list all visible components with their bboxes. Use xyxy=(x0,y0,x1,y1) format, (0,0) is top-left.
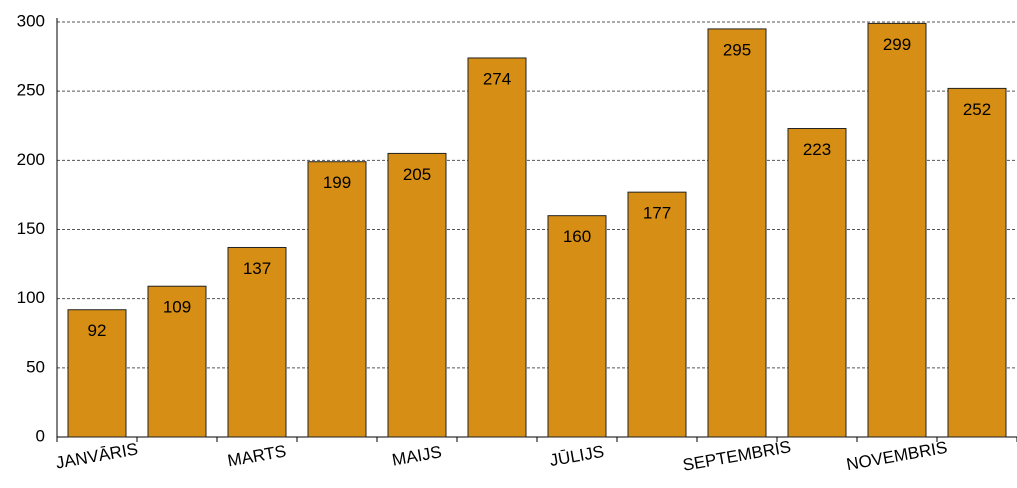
value-label: 92 xyxy=(88,321,107,340)
x-tick-label: SEPTEMBRIS xyxy=(681,437,792,475)
x-tick-label: JANVĀRIS xyxy=(54,439,139,472)
value-label: 295 xyxy=(723,40,751,59)
bar xyxy=(787,128,847,438)
bar xyxy=(947,87,1007,438)
bar xyxy=(547,215,607,438)
y-tick-label: 100 xyxy=(17,288,45,307)
value-label: 299 xyxy=(883,35,911,54)
y-tick-label: 300 xyxy=(17,11,45,30)
bar xyxy=(707,28,767,438)
bar xyxy=(307,161,367,438)
bar xyxy=(67,309,127,438)
y-tick-label: 150 xyxy=(17,219,45,238)
bar xyxy=(147,285,207,438)
value-label: 223 xyxy=(803,140,831,159)
bar xyxy=(467,57,527,438)
y-tick-label: 0 xyxy=(36,426,45,445)
x-tick-label: MAIJS xyxy=(391,442,444,469)
x-tick-label: NOVEMBRIS xyxy=(845,438,949,474)
value-label: 177 xyxy=(643,204,671,223)
value-label: 205 xyxy=(403,165,431,184)
value-label: 274 xyxy=(483,69,511,88)
x-tick-label: MARTS xyxy=(226,442,288,471)
y-tick-label: 200 xyxy=(17,150,45,169)
value-label: 199 xyxy=(323,173,351,192)
value-label: 252 xyxy=(963,100,991,119)
bar xyxy=(227,246,287,438)
value-label: 137 xyxy=(243,259,271,278)
value-label: 160 xyxy=(563,227,591,246)
bar xyxy=(627,191,687,438)
y-tick-label: 250 xyxy=(17,81,45,100)
y-tick-label: 50 xyxy=(26,357,45,376)
value-label: 109 xyxy=(163,298,191,317)
bar xyxy=(867,22,927,438)
bar xyxy=(387,152,447,438)
x-tick-label: JŪLIJS xyxy=(548,442,605,470)
